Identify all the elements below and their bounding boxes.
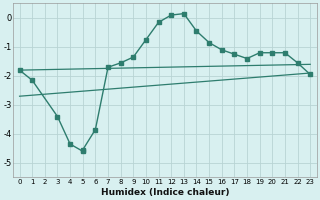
- X-axis label: Humidex (Indice chaleur): Humidex (Indice chaleur): [100, 188, 229, 197]
